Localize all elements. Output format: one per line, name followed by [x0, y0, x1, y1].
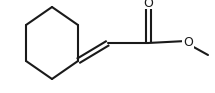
Text: O: O — [143, 0, 153, 10]
Text: O: O — [183, 36, 193, 49]
